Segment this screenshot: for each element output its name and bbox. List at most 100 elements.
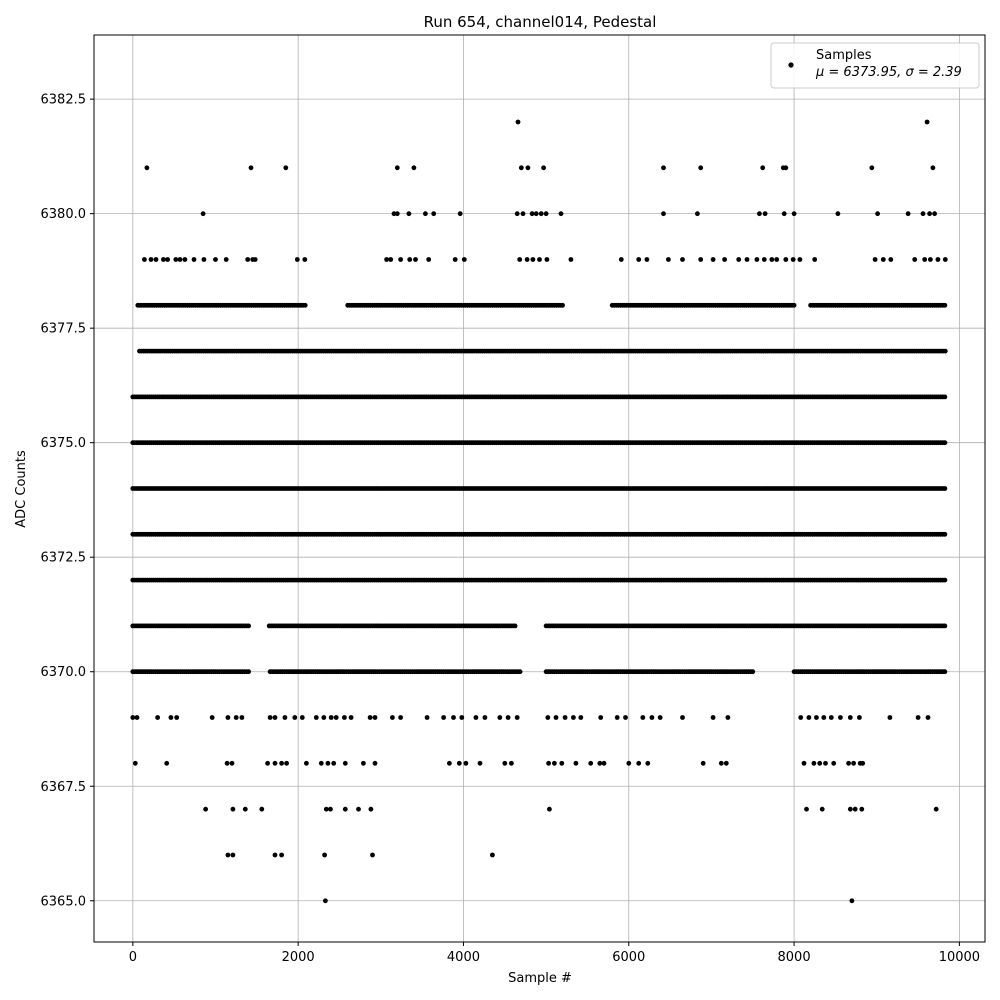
data-point [233, 715, 239, 720]
data-point [541, 165, 546, 171]
data-point [331, 760, 337, 766]
data-point [284, 760, 289, 766]
data-point [524, 257, 530, 262]
data-point [760, 165, 766, 171]
data-point [769, 257, 775, 262]
y-tick-label: 6377.5 [41, 322, 87, 337]
data-point [927, 211, 932, 217]
data-point [514, 211, 520, 217]
plot-frame [93, 34, 986, 943]
legend-series-name: Samples [816, 48, 872, 63]
data-point [134, 715, 140, 720]
data-point [821, 715, 827, 720]
data-point [925, 715, 931, 720]
data-point [710, 715, 716, 720]
data-point [657, 715, 663, 720]
data-point [497, 715, 503, 720]
data-point [932, 211, 937, 217]
chart-title: Run 654, channel014, Pedestal [424, 13, 657, 31]
data-point [698, 257, 704, 262]
data-point [394, 211, 400, 217]
data-point [321, 715, 327, 720]
data-point [502, 760, 508, 766]
data-point [571, 715, 576, 720]
data-point [942, 302, 948, 308]
data-point [348, 715, 354, 720]
data-point [426, 257, 432, 262]
data-point [168, 715, 174, 720]
data-point [817, 760, 823, 766]
data-point [846, 760, 851, 766]
data-point [661, 165, 666, 171]
data-point [447, 760, 452, 766]
y-axis-ticks: 6365.0 6367.5 6370.0 6372.5 6375.0 6377.5 6380… [41, 93, 94, 909]
data-point [597, 760, 603, 766]
data-point [229, 760, 235, 766]
data-point [515, 119, 521, 125]
data-point [783, 257, 789, 262]
data-point [182, 257, 188, 262]
data-point [835, 211, 841, 217]
data-point [791, 211, 797, 217]
data-point [173, 257, 179, 262]
y-axis-label: ADC Counts [14, 450, 29, 528]
data-point [798, 715, 804, 720]
data-point [888, 257, 894, 262]
data-point [520, 211, 526, 217]
data-point [920, 211, 926, 217]
data-point [558, 211, 564, 217]
data-point [384, 257, 389, 262]
data-point [666, 257, 671, 262]
data-point [161, 257, 166, 262]
y-tick-label: 6375.0 [41, 436, 87, 451]
data-point [636, 760, 642, 766]
data-point [645, 760, 651, 766]
data-point [370, 852, 375, 858]
data-point [529, 211, 535, 217]
data-point [323, 806, 329, 812]
data-point [869, 165, 875, 171]
legend-marker [788, 62, 794, 68]
data-point [538, 211, 544, 217]
data-point [388, 257, 394, 262]
data-point [200, 211, 206, 217]
data-point [698, 165, 704, 171]
data-point [559, 760, 565, 766]
data-point [905, 211, 911, 217]
data-point [456, 760, 462, 766]
data-point [272, 715, 278, 720]
data-point [781, 211, 787, 217]
data-point [754, 257, 760, 262]
data-point [598, 715, 604, 720]
data-point [246, 669, 252, 675]
x-tick-label: 4000 [447, 950, 480, 965]
data-point [292, 715, 298, 720]
legend-stats: μ = 6373.95, σ = 2.39 [815, 65, 962, 80]
data-point [814, 715, 819, 720]
data-point [626, 760, 632, 766]
data-point [623, 715, 628, 720]
data-point [406, 211, 412, 217]
data-point [514, 715, 520, 720]
legend-box [770, 42, 980, 89]
data-point [457, 211, 463, 217]
data-point [804, 806, 809, 812]
data-point [294, 257, 300, 262]
data-point [230, 806, 236, 812]
data-point [248, 165, 254, 171]
data-point [452, 257, 458, 262]
data-point [413, 257, 418, 262]
data-point [461, 257, 467, 262]
data-point [213, 257, 218, 262]
x-tick-label: 2000 [282, 950, 315, 965]
data-point [847, 715, 853, 720]
data-point [744, 257, 750, 262]
data-point [588, 760, 594, 766]
data-point [441, 715, 446, 720]
data-point [722, 257, 727, 262]
data-point [601, 760, 607, 766]
data-point [272, 852, 278, 858]
data-point [546, 760, 551, 766]
data-point [482, 715, 488, 720]
